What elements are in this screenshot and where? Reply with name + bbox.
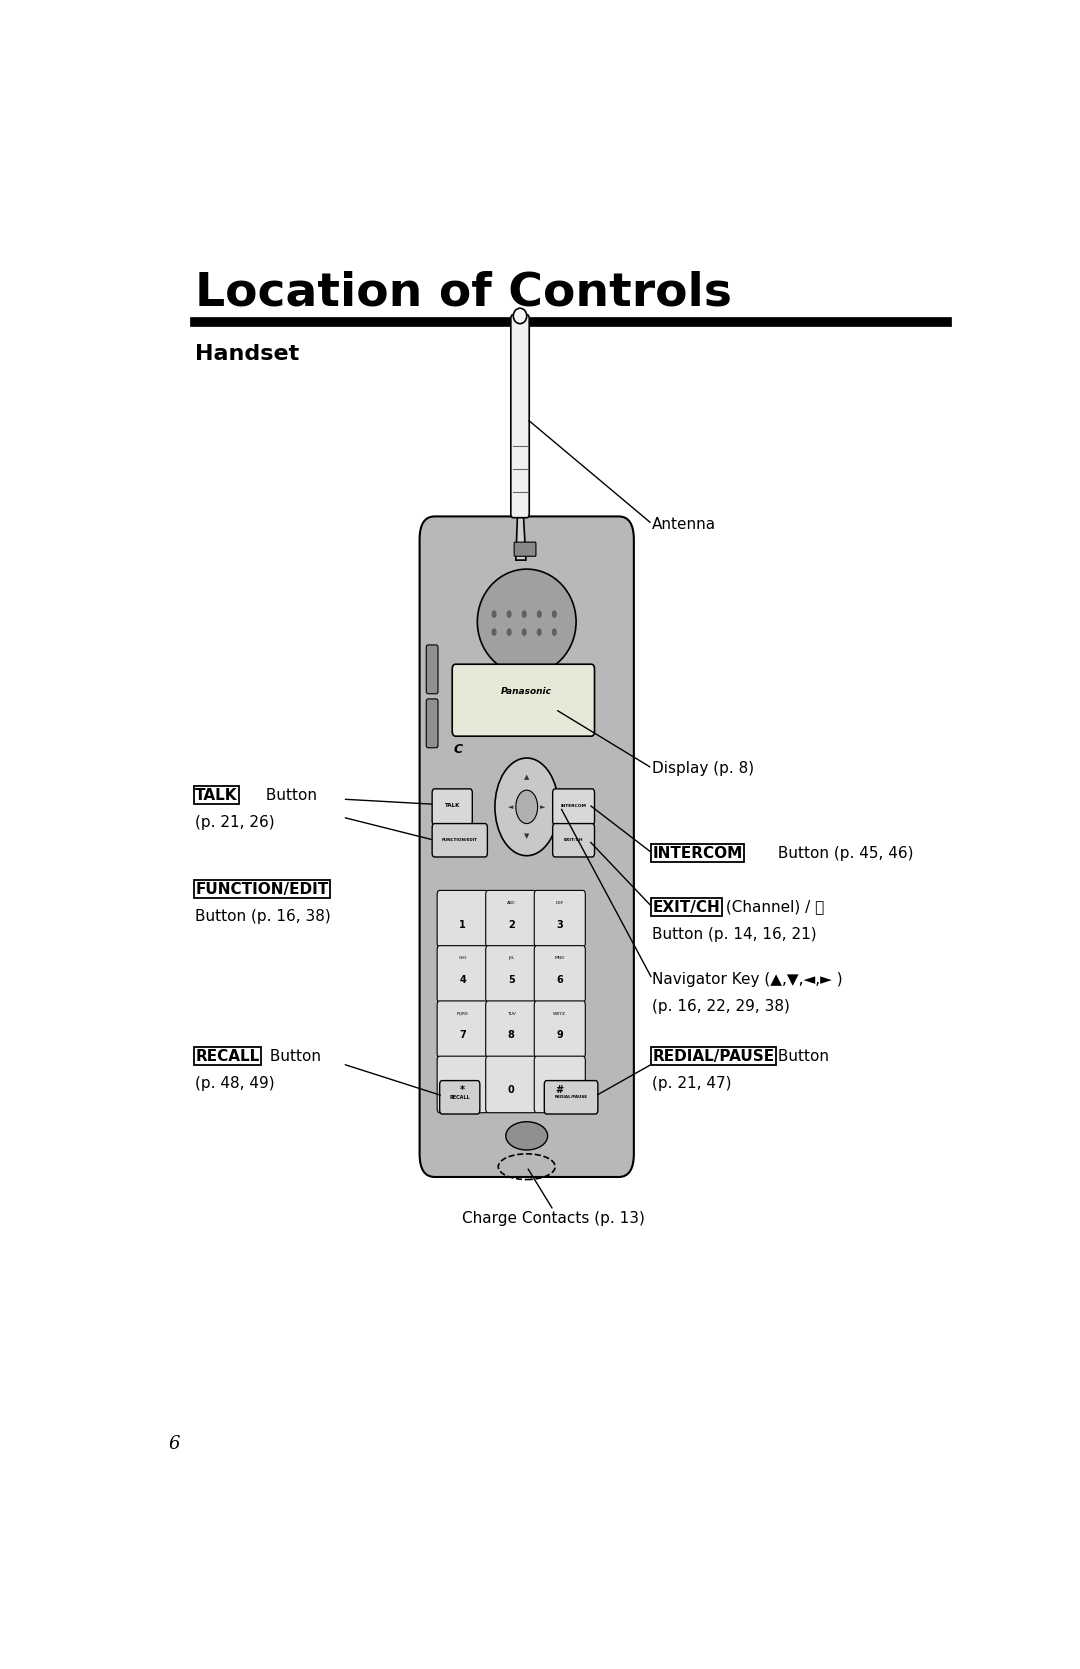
Text: (p. 48, 49): (p. 48, 49) xyxy=(195,1075,275,1090)
FancyBboxPatch shape xyxy=(553,823,594,856)
FancyBboxPatch shape xyxy=(486,1001,537,1058)
Text: 2: 2 xyxy=(508,920,514,930)
Text: ◄: ◄ xyxy=(508,804,513,809)
Text: TALK: TALK xyxy=(195,788,238,803)
FancyBboxPatch shape xyxy=(440,1080,480,1113)
Text: Location of Controls: Location of Controls xyxy=(195,270,732,315)
Text: PQRS: PQRS xyxy=(457,1011,469,1015)
Circle shape xyxy=(516,789,538,823)
FancyBboxPatch shape xyxy=(486,946,537,1001)
FancyBboxPatch shape xyxy=(544,1080,598,1113)
Text: Button (p. 16, 38): Button (p. 16, 38) xyxy=(195,908,330,923)
Text: DEF: DEF xyxy=(555,901,564,905)
Text: ABC: ABC xyxy=(507,901,515,905)
Ellipse shape xyxy=(513,309,527,324)
FancyBboxPatch shape xyxy=(437,890,488,946)
Text: (Channel) / ⓘ: (Channel) / ⓘ xyxy=(721,900,824,915)
Text: (p. 16, 22, 29, 38): (p. 16, 22, 29, 38) xyxy=(652,998,791,1013)
Text: Navigator Key (▲,▼,◄,► ): Navigator Key (▲,▼,◄,► ) xyxy=(652,971,842,986)
Text: ►: ► xyxy=(540,804,545,809)
Circle shape xyxy=(552,611,557,618)
FancyBboxPatch shape xyxy=(419,516,634,1177)
FancyBboxPatch shape xyxy=(437,946,488,1001)
Text: Handset: Handset xyxy=(195,344,299,364)
FancyBboxPatch shape xyxy=(535,890,585,946)
Text: Charge Contacts (p. 13): Charge Contacts (p. 13) xyxy=(462,1210,645,1225)
Text: Button (p. 14, 16, 21): Button (p. 14, 16, 21) xyxy=(652,926,816,941)
Text: (p. 21, 47): (p. 21, 47) xyxy=(652,1075,732,1090)
FancyBboxPatch shape xyxy=(535,946,585,1001)
FancyBboxPatch shape xyxy=(432,789,472,824)
Circle shape xyxy=(495,758,558,856)
Text: INTERCOM: INTERCOM xyxy=(652,846,743,861)
Text: 7: 7 xyxy=(459,1030,467,1040)
Text: RECALL: RECALL xyxy=(195,1048,259,1063)
Ellipse shape xyxy=(505,1122,548,1150)
FancyBboxPatch shape xyxy=(553,789,594,824)
Text: 4: 4 xyxy=(459,975,467,985)
Text: JKL: JKL xyxy=(508,956,514,960)
Text: REDIAL/PAUSE: REDIAL/PAUSE xyxy=(554,1095,588,1100)
Text: 8: 8 xyxy=(508,1030,515,1040)
Text: 6: 6 xyxy=(168,1435,180,1454)
Circle shape xyxy=(507,611,512,618)
FancyBboxPatch shape xyxy=(427,644,438,694)
FancyBboxPatch shape xyxy=(511,315,529,517)
Text: EXIT/CH: EXIT/CH xyxy=(564,838,583,843)
Text: 6: 6 xyxy=(556,975,563,985)
Text: ▲: ▲ xyxy=(524,774,529,781)
Text: TUV: TUV xyxy=(507,1011,515,1015)
FancyBboxPatch shape xyxy=(486,1056,537,1113)
Text: 1: 1 xyxy=(459,920,467,930)
Text: 9: 9 xyxy=(556,1030,563,1040)
Text: (p. 21, 26): (p. 21, 26) xyxy=(195,814,275,829)
Text: EXIT/CH: EXIT/CH xyxy=(652,900,720,915)
Circle shape xyxy=(491,611,497,618)
Polygon shape xyxy=(516,514,526,561)
FancyBboxPatch shape xyxy=(514,542,536,556)
FancyBboxPatch shape xyxy=(427,699,438,748)
Text: *: * xyxy=(460,1085,465,1095)
Circle shape xyxy=(537,628,542,636)
Text: Antenna: Antenna xyxy=(652,517,716,532)
Text: MNO: MNO xyxy=(555,956,565,960)
Text: Button: Button xyxy=(773,1048,828,1063)
Circle shape xyxy=(507,628,512,636)
Circle shape xyxy=(522,628,527,636)
Circle shape xyxy=(491,628,497,636)
Text: GHI: GHI xyxy=(459,956,467,960)
Circle shape xyxy=(537,611,542,618)
Circle shape xyxy=(552,628,557,636)
Text: 5: 5 xyxy=(508,975,514,985)
Text: Display (p. 8): Display (p. 8) xyxy=(652,761,755,776)
FancyBboxPatch shape xyxy=(437,1056,488,1113)
Text: #: # xyxy=(556,1085,564,1095)
Text: Button: Button xyxy=(261,788,318,803)
FancyBboxPatch shape xyxy=(453,664,594,736)
Circle shape xyxy=(522,611,527,618)
Text: Button (p. 45, 46): Button (p. 45, 46) xyxy=(773,846,914,861)
Text: ▼: ▼ xyxy=(524,833,529,840)
Text: INTERCOM: INTERCOM xyxy=(561,803,586,808)
Text: FUNCTION/EDIT: FUNCTION/EDIT xyxy=(195,881,328,896)
FancyBboxPatch shape xyxy=(486,890,537,946)
Text: WXYZ: WXYZ xyxy=(553,1011,566,1015)
FancyBboxPatch shape xyxy=(432,823,487,856)
Text: TALK: TALK xyxy=(445,803,460,808)
Text: 3: 3 xyxy=(556,920,563,930)
Text: C: C xyxy=(454,743,462,756)
Text: FUNCTION/EDIT: FUNCTION/EDIT xyxy=(442,838,477,843)
Text: REDIAL/PAUSE: REDIAL/PAUSE xyxy=(652,1048,774,1063)
Text: Panasonic: Panasonic xyxy=(501,686,552,696)
Text: 0: 0 xyxy=(508,1085,514,1095)
Ellipse shape xyxy=(477,569,576,674)
FancyBboxPatch shape xyxy=(535,1001,585,1058)
Text: Button: Button xyxy=(265,1048,321,1063)
Text: RECALL: RECALL xyxy=(449,1095,470,1100)
FancyBboxPatch shape xyxy=(437,1001,488,1058)
FancyBboxPatch shape xyxy=(535,1056,585,1113)
